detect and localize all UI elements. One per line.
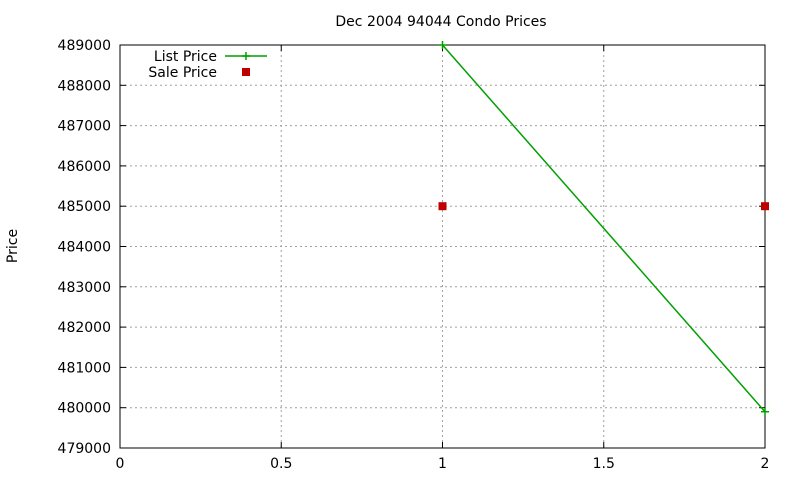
y-tick-label: 484000	[58, 240, 111, 256]
y-tick-label: 479000	[58, 441, 111, 457]
x-tick-label: 2	[761, 456, 770, 472]
y-axis-label: Price	[5, 229, 21, 263]
y-tick-label: 483000	[58, 280, 111, 296]
plot-area	[438, 41, 769, 416]
tick-labels: 479000 480000 481000 482000 483000 484000 4850…	[58, 38, 770, 472]
x-tick-label: 1.5	[593, 456, 615, 472]
sale-price-point	[438, 202, 447, 211]
y-tick-label: 488000	[58, 78, 111, 94]
y-tick-label: 489000	[58, 38, 111, 54]
list-price-line	[441, 44, 766, 413]
y-tick-label: 487000	[58, 119, 111, 135]
list-price-point	[438, 41, 447, 49]
x-tick-label: 0	[116, 456, 125, 472]
x-tick-label: 0.5	[270, 456, 292, 472]
grid-lines	[120, 45, 765, 448]
y-tick-label: 481000	[58, 360, 111, 376]
y-tick-label: 482000	[58, 320, 111, 336]
legend-marker-list-price	[242, 52, 250, 60]
axes	[119, 44, 766, 449]
y-tick-label: 480000	[58, 401, 111, 417]
legend-label-sale-price: Sale Price	[148, 65, 217, 81]
legend-label-list-price: List Price	[154, 49, 217, 65]
chart-title: Dec 2004 94044 Condo Prices	[335, 14, 546, 30]
y-tick-label: 485000	[58, 199, 111, 215]
list-price-point	[761, 407, 769, 416]
sale-price-point	[761, 202, 769, 211]
y-tick-label: 486000	[58, 159, 111, 175]
legend-swatch-sale-price	[242, 68, 250, 76]
x-tick-label: 1	[438, 456, 447, 472]
